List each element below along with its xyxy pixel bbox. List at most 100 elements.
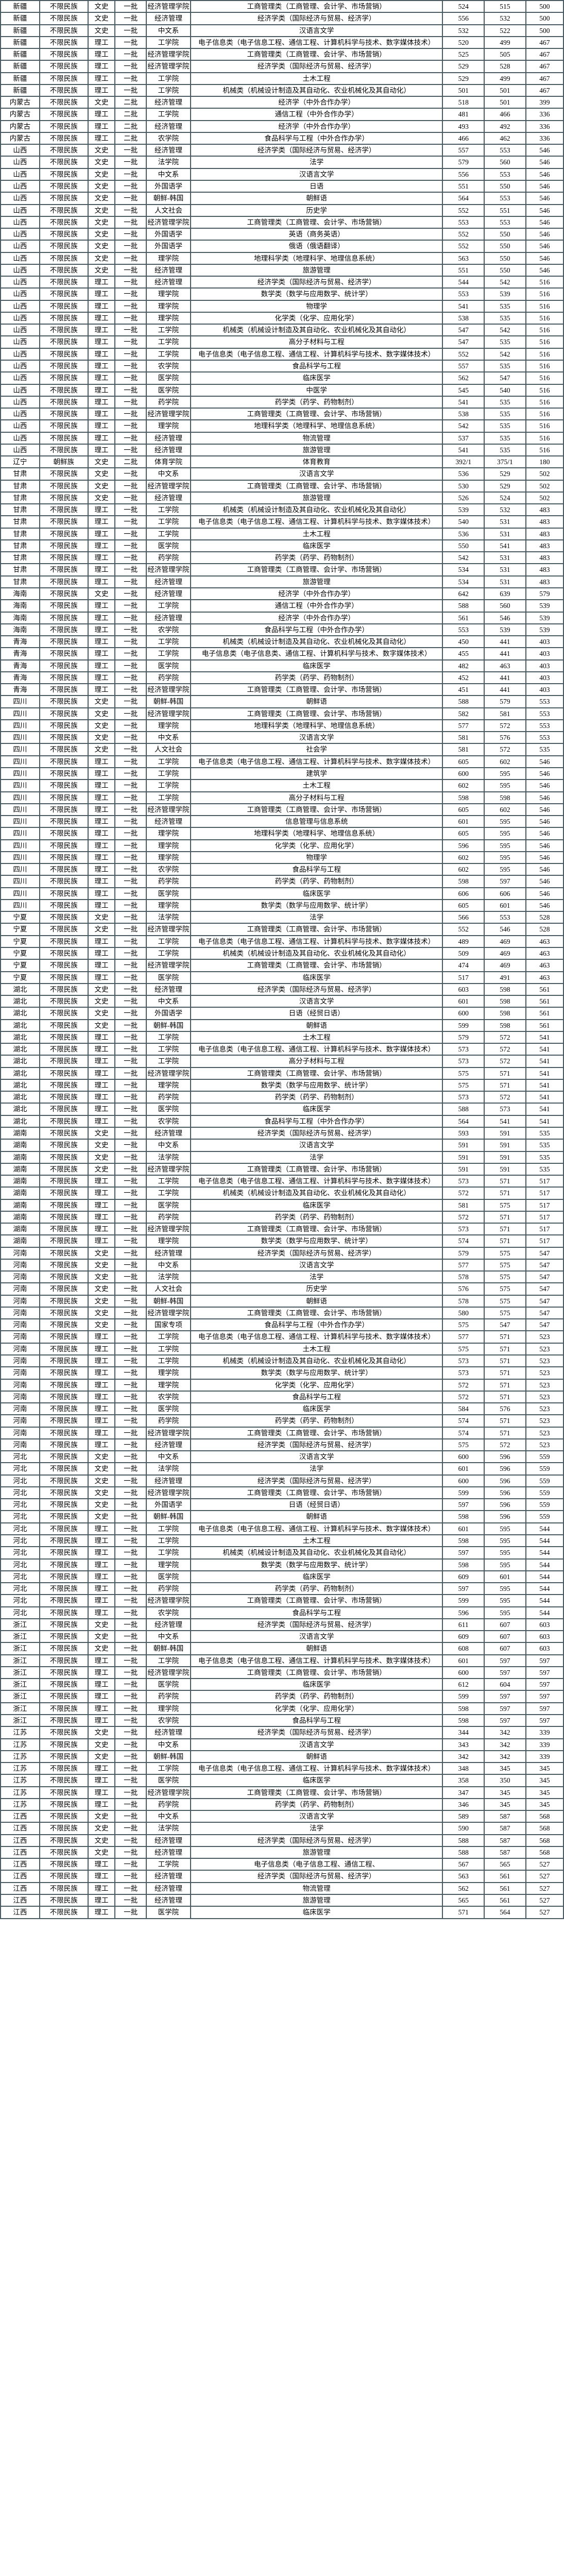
cell-major: 历史学	[190, 204, 443, 217]
cell-line: 541	[525, 1055, 564, 1068]
cell-lowest: 469	[484, 959, 526, 972]
cell-college: 中文系	[146, 1738, 191, 1751]
table-row: 四川 不限民族 理工 一批 工学院 电子信息类（电子信息工程、通信工程、计算机科学与技术、…	[0, 755, 564, 769]
cell-batch: 一批	[114, 635, 147, 649]
cell-subject: 理工	[87, 1570, 116, 1584]
cell-subject: 理工	[87, 1534, 116, 1548]
cell-ethnicity: 不限民族	[39, 1378, 89, 1392]
cell-ethnicity: 不限民族	[39, 1007, 89, 1020]
cell-subject: 文史	[87, 1474, 116, 1487]
cell-ethnicity: 不限民族	[39, 1582, 89, 1596]
cell-line: 516	[525, 443, 564, 457]
cell-line: 516	[525, 383, 564, 397]
cell-line: 547	[525, 1270, 564, 1284]
table-row: 河北 不限民族 文史 一批 外国语学 日语（经贸日语） 597 596 559	[0, 1498, 564, 1512]
cell-major: 经济学（中外合作办学）	[190, 120, 443, 133]
table-row: 河南 不限民族 文史 一批 经济管理 经济学类（国际经济与贸易、经济学） 579 575 547	[0, 1246, 564, 1260]
cell-highest: 571	[442, 1906, 485, 1919]
table-row: 四川 不限民族 理工 一批 工学院 建筑学 600 595 546	[0, 767, 564, 781]
cell-lowest: 606	[484, 887, 526, 900]
cell-batch: 一批	[114, 24, 147, 37]
cell-college: 经济管理学院	[146, 1306, 191, 1320]
cell-major: 汉语言文学	[190, 167, 443, 181]
cell-ethnicity: 不限民族	[39, 467, 89, 481]
cell-highest: 552	[442, 347, 485, 361]
cell-province: 湖北	[0, 1066, 40, 1080]
cell-ethnicity: 不限民族	[39, 683, 89, 697]
cell-line: 547	[525, 1306, 564, 1320]
table-row: 江苏 不限民族 理工 一批 医学院 临床医学 358 350 345	[0, 1774, 564, 1787]
cell-major: 土木工程	[190, 1534, 443, 1548]
cell-line: 517	[525, 1198, 564, 1212]
cell-line: 336	[525, 120, 564, 133]
cell-college: 工学院	[146, 1546, 191, 1560]
cell-major: 汉语言文学	[190, 24, 443, 37]
table-row: 江苏 不限民族 理工 一批 工学院 电子信息类（电子信息工程、通信工程、计算机科学与技术、…	[0, 1762, 564, 1775]
cell-line: 483	[525, 551, 564, 565]
cell-lowest: 565	[484, 1858, 526, 1871]
cell-province: 山西	[0, 408, 40, 421]
table-row: 甘肃 不限民族 理工 一批 工学院 土木工程 536 531 483	[0, 527, 564, 540]
cell-batch: 二批	[114, 120, 147, 133]
cell-major: 工商管理类（工商管理、会计学、市场营销）	[190, 215, 443, 229]
cell-major: 朝鲜语	[190, 1750, 443, 1764]
cell-ethnicity: 不限民族	[39, 156, 89, 169]
cell-college: 农学院	[146, 1714, 191, 1727]
cell-province: 江西	[0, 1834, 40, 1847]
cell-college: 朝鲜-韩国	[146, 1294, 191, 1308]
cell-line: 523	[525, 1354, 564, 1368]
table-row: 河南 不限民族 理工 一批 农学院 食品科学与工程 572 571 523	[0, 1390, 564, 1404]
cell-batch: 一批	[114, 647, 147, 660]
cell-subject: 文史	[87, 982, 116, 996]
cell-subject: 理工	[87, 276, 116, 289]
cell-batch: 一批	[114, 743, 147, 756]
cell-college: 药学院	[146, 1798, 191, 1811]
table-row: 河南 不限民族 文史 一批 人文社会 历史学 576 575 547	[0, 1282, 564, 1296]
cell-college: 经济管理	[146, 1246, 191, 1260]
cell-lowest: 550	[484, 179, 526, 193]
cell-province: 湖南	[0, 1150, 40, 1164]
cell-major: 临床医学	[190, 1570, 443, 1584]
table-row: 江苏 不限民族 文史 一批 中文系 汉语言文学 343 342 339	[0, 1738, 564, 1751]
cell-ethnicity: 不限民族	[39, 1354, 89, 1368]
cell-subject: 文史	[87, 1150, 116, 1164]
cell-college: 农学院	[146, 623, 191, 637]
cell-ethnicity: 不限民族	[39, 575, 89, 589]
cell-batch: 一批	[114, 1175, 147, 1188]
cell-subject: 文史	[87, 707, 116, 720]
cell-subject: 理工	[87, 1043, 116, 1056]
cell-line: 523	[525, 1402, 564, 1416]
cell-ethnicity: 不限民族	[39, 1762, 89, 1775]
cell-ethnicity: 不限民族	[39, 1882, 89, 1895]
table-row: 江西 不限民族 理工 一批 经济管理 旅游管理 565 561 527	[0, 1893, 564, 1907]
cell-batch: 一批	[114, 419, 147, 433]
cell-province: 新疆	[0, 83, 40, 97]
cell-highest: 598	[442, 1534, 485, 1548]
cell-batch: 一批	[114, 815, 147, 828]
cell-highest: 542	[442, 551, 485, 565]
table-row: 内蒙古 不限民族 理工 二批 工学院 通信工程（中外合作办学） 481 466 336	[0, 108, 564, 121]
cell-college: 医学院	[146, 1103, 191, 1116]
cell-line: 559	[525, 1474, 564, 1487]
cell-batch: 一批	[114, 1558, 147, 1571]
cell-highest: 542	[442, 419, 485, 433]
cell-college: 药学院	[146, 551, 191, 565]
cell-batch: 一批	[114, 431, 147, 445]
cell-subject: 理工	[87, 347, 116, 361]
cell-subject: 理工	[87, 1354, 116, 1368]
cell-province: 江苏	[0, 1726, 40, 1739]
cell-batch: 一批	[114, 683, 147, 697]
cell-line: 339	[525, 1750, 564, 1764]
cell-batch: 一批	[114, 995, 147, 1008]
cell-ethnicity: 不限民族	[39, 707, 89, 720]
cell-subject: 理工	[87, 36, 116, 49]
cell-lowest: 542	[484, 324, 526, 337]
cell-ethnicity: 不限民族	[39, 1030, 89, 1044]
cell-line: 516	[525, 324, 564, 337]
cell-line: 546	[525, 192, 564, 205]
cell-ethnicity: 不限民族	[39, 263, 89, 277]
cell-subject: 理工	[87, 971, 116, 984]
table-row: 河南 不限民族 理工 一批 理学院 化学类（化学、应用化学） 572 571 523	[0, 1378, 564, 1392]
cell-highest: 564	[442, 192, 485, 205]
cell-lowest: 529	[484, 479, 526, 493]
